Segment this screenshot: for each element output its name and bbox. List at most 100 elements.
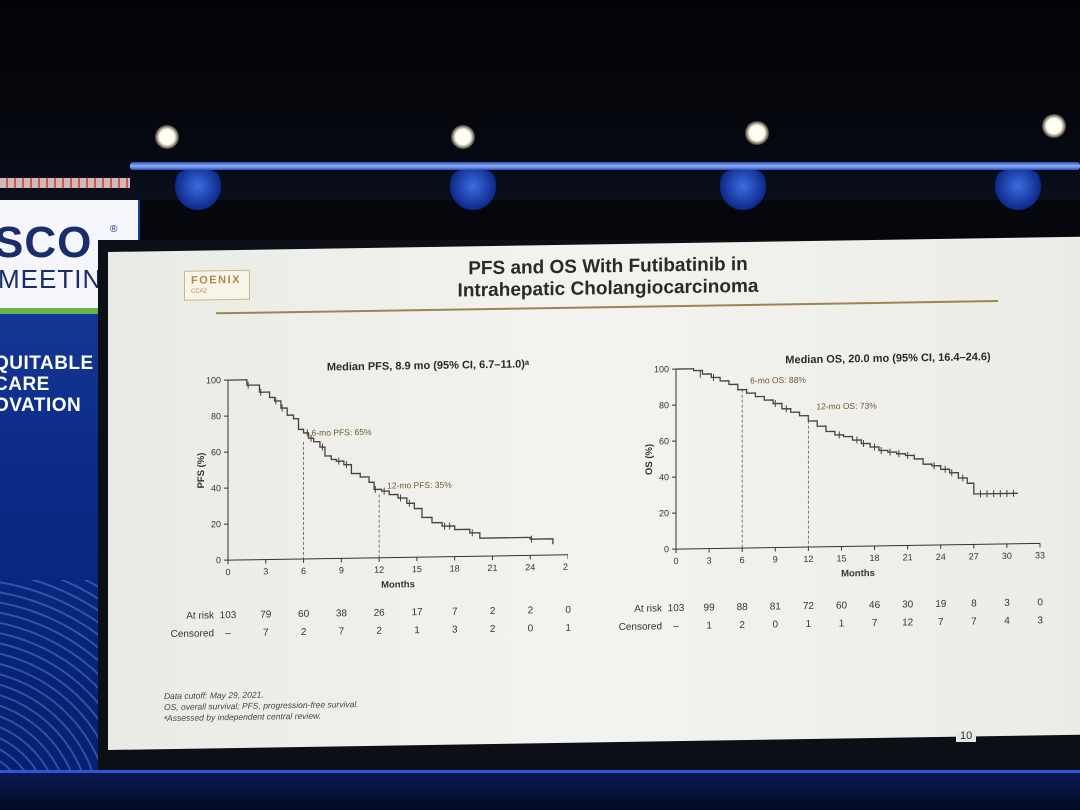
pfs-censored-cell: 0 [527, 623, 534, 635]
slide-page-number: 10 [956, 730, 977, 742]
os-at-risk-cell: 99 [703, 602, 715, 614]
pfs-km-curve-0 [228, 379, 554, 545]
os-x-tick-label: 33 [1035, 550, 1045, 560]
stage-ceiling [0, 0, 1080, 200]
pfs-y-tick-label: 0 [216, 555, 221, 565]
pfs-chart-title: Median PFS, 8.9 mo (95% CI, 6.7–11.0)ᵃ [327, 358, 530, 373]
pfs-y-tick-label: 60 [211, 447, 221, 457]
os-at-risk-label: At risk [634, 603, 662, 615]
pfs-x-tick-label: 15 [412, 564, 422, 574]
pfs-censored-cell: 3 [452, 624, 458, 636]
os-at-risk-cell: 103 [667, 602, 685, 615]
foenix-logo-sub: CCA2 [191, 288, 208, 295]
footnotes: Data cutoff: May 29, 2021. OS, overall s… [164, 688, 359, 724]
truss-clamp [720, 170, 766, 210]
pfs-censored-cell: 7 [338, 626, 345, 638]
pfs-at-risk-label: At risk [186, 610, 214, 622]
slide-title: PFS and OS With Futibatinib in Intrahepa… [308, 251, 908, 304]
pfs-y-tick-label: 80 [211, 411, 221, 421]
os-x-tick-label: 27 [969, 551, 979, 561]
os-x-axis-label: Months [841, 568, 875, 580]
os-km-curve-0 [676, 368, 1018, 495]
os-y-tick-label: 20 [659, 508, 669, 518]
banner-line-2: CARE [0, 374, 50, 395]
os-at-risk-cell: 8 [971, 598, 977, 610]
logo-text-sco: SCO [0, 218, 93, 267]
pfs-at-risk-table: At risk 103 79 60 38 26 17 7 2 2 0 Censored – 7 2 7 2 1 3 2… [108, 604, 588, 652]
stage-light [1042, 114, 1066, 138]
os-x-axis [676, 542, 1040, 550]
pfs-y-tick-label: 40 [211, 483, 221, 493]
os-x-tick-label: 18 [870, 553, 880, 563]
stage-floor [0, 770, 1080, 810]
pfs-x-axis [228, 554, 568, 561]
os-y-tick-label: 0 [664, 544, 669, 554]
os-x-tick-label: 9 [773, 554, 778, 564]
foenix-logo: FOENIX CCA2 [184, 269, 250, 301]
os-annotation-label: 6-mo OS: 88% [750, 375, 806, 386]
pfs-censored-cell: 2 [376, 625, 382, 637]
pfs-x-tick-label: 24 [525, 562, 535, 572]
os-x-tick-label: 6 [740, 555, 745, 565]
os-x-tick-label: 3 [707, 556, 712, 566]
os-y-tick-label: 80 [659, 400, 669, 410]
pfs-at-risk-cell: 2 [489, 605, 496, 618]
os-censored-cell: 4 [1004, 615, 1010, 627]
os-chart-svg: Median OS, 20.0 mo (95% CI, 16.4–24.6) 0 2… [644, 351, 1045, 580]
stage-light [451, 125, 475, 149]
stage-floor-glow [0, 770, 1080, 773]
pfs-y-axis-label: PFS (%) [196, 453, 207, 489]
os-at-risk-cell: 19 [935, 598, 947, 611]
pfs-censored-cell: 2 [300, 626, 307, 638]
stage-light [745, 121, 769, 145]
os-at-risk-cell: 72 [802, 600, 814, 613]
pfs-x-tick-label: 12 [374, 565, 384, 575]
os-y-tick-label: 60 [659, 436, 669, 446]
pfs-censored-label: Censored [170, 628, 214, 641]
banner-stripe [0, 308, 140, 314]
banner-line-1: QUITABLE [0, 353, 94, 374]
pfs-at-risk-cell: 38 [335, 608, 347, 620]
truss-clamp [995, 170, 1041, 210]
pfs-censored-cell: – [225, 628, 231, 640]
os-y-axis-label: OS (%) [644, 444, 655, 475]
os-at-risk-cell: 3 [1004, 597, 1010, 609]
os-chart-title: Median OS, 20.0 mo (95% CI, 16.4–24.6) [785, 351, 991, 366]
pfs-at-risk-cell: 17 [411, 607, 423, 619]
pfs-annotation-label: 12-mo PFS: 35% [387, 480, 452, 491]
os-censored-cell: 7 [938, 616, 944, 628]
os-censored-label: Censored [618, 621, 662, 633]
pfs-at-risk-cell: 2 [527, 605, 534, 617]
pfs-censored-cell: 1 [414, 625, 420, 637]
os-at-risk-cell: 46 [869, 599, 881, 612]
os-at-risk-cell: 0 [1037, 597, 1043, 609]
os-censored-cell: 2 [739, 619, 745, 632]
os-censored-cell: 3 [1037, 615, 1043, 627]
pfs-at-risk-cell: 60 [298, 608, 310, 621]
pfs-y-tick-label: 100 [206, 375, 221, 385]
os-x-tick-label: 15 [836, 553, 846, 563]
pfs-x-tick-label: 6 [301, 566, 306, 576]
os-censored-cell: 7 [871, 617, 878, 630]
os-x-tick-label: 24 [936, 552, 946, 562]
pfs-censored-cell: 2 [489, 623, 496, 636]
os-annotation-label: 12-mo OS: 73% [816, 401, 877, 412]
os-x-tick-label: 21 [903, 552, 913, 562]
os-censored-cell: 1 [805, 618, 812, 631]
lighting-truss [130, 162, 1080, 170]
os-censored-cell: 7 [971, 616, 977, 628]
os-x-tick-label: 30 [1002, 551, 1012, 561]
truss-clamp [450, 170, 496, 210]
pfs-chart-svg: Median PFS, 8.9 mo (95% CI, 6.7–11.0)ᵃ 0 2… [196, 358, 568, 591]
pfs-at-risk-cell: 103 [219, 609, 237, 622]
footnote-assessment: ᵃAssessed by independent central review. [164, 710, 322, 724]
pfs-at-risk-cell: 7 [452, 606, 458, 618]
presentation-slide: FOENIX CCA2 PFS and OS With Futibatinib … [108, 236, 1080, 751]
truss-clamp [175, 170, 221, 210]
pfs-x-axis-label: Months [381, 579, 415, 591]
pfs-y-tick-label: 20 [211, 519, 221, 529]
os-censored-cell: 12 [902, 617, 914, 629]
os-at-risk-table: At risk 103 99 88 81 72 60 46 30 19 8 3 0 Censored –1 2… [548, 597, 1080, 645]
os-censored-cell: 1 [838, 618, 845, 630]
foenix-logo-brand: FOENIX [191, 273, 241, 287]
